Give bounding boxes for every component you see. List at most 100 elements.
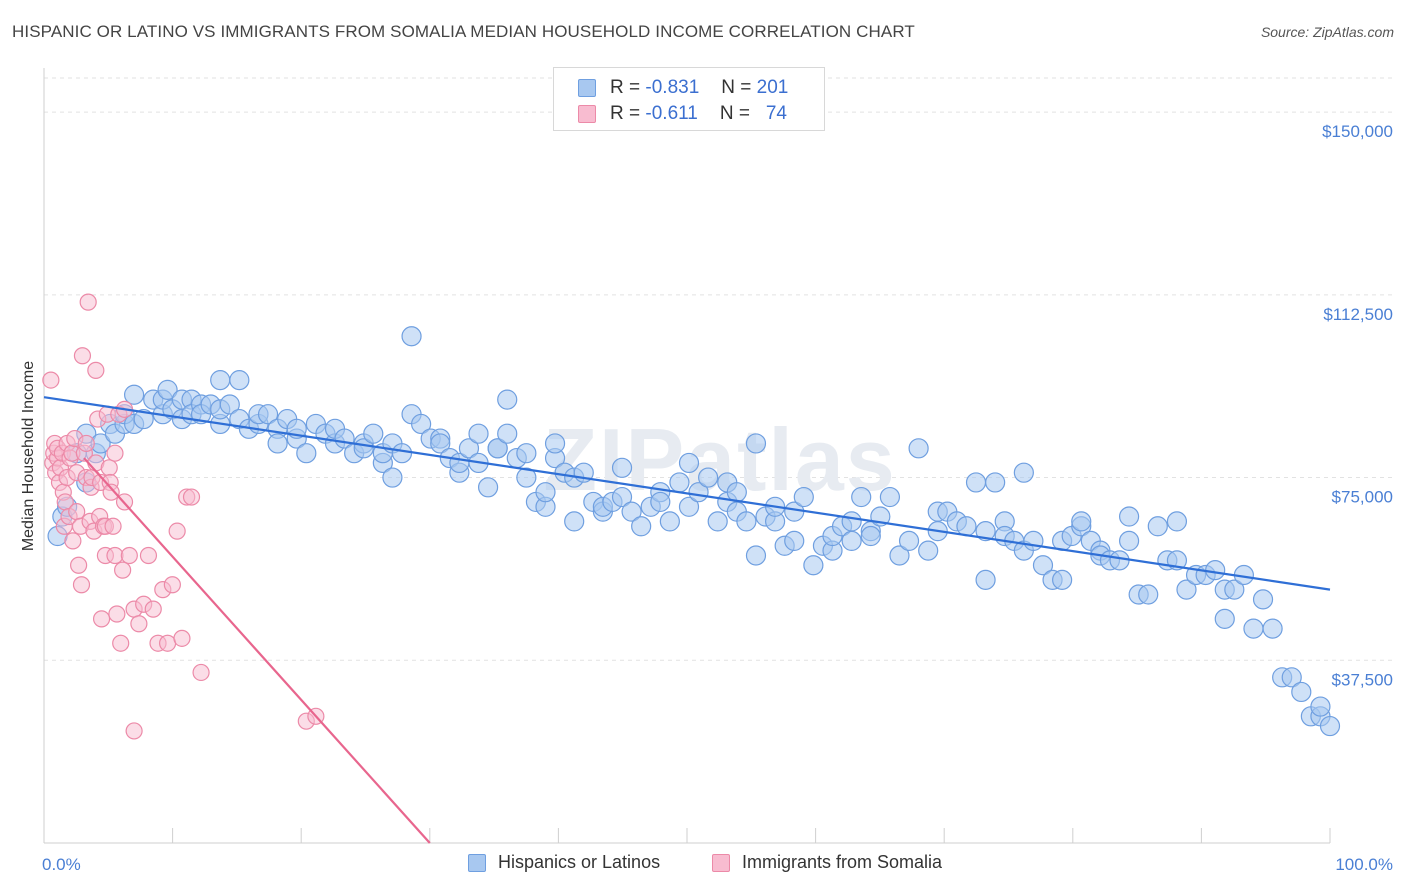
point-hispanic xyxy=(784,530,805,551)
point-hispanic xyxy=(1291,681,1312,703)
legend-r-label: R = xyxy=(610,103,641,124)
point-somalia xyxy=(102,483,120,501)
y-tick-label: $150,000 xyxy=(1322,122,1393,141)
point-hispanic xyxy=(745,433,767,454)
point-hispanic xyxy=(1013,462,1034,483)
point-hispanic xyxy=(860,525,881,547)
bottom-legend-swatch-blue xyxy=(468,853,486,872)
point-hispanic xyxy=(497,423,518,444)
point-hispanic xyxy=(382,467,403,488)
y-tick-label: $75,000 xyxy=(1332,488,1393,507)
point-hispanic xyxy=(1147,516,1168,537)
point-hispanic xyxy=(516,443,537,464)
point-somalia xyxy=(73,347,92,365)
point-hispanic xyxy=(1262,618,1283,639)
legend-n-value: 201 xyxy=(756,77,789,98)
point-hispanic xyxy=(544,433,566,454)
point-hispanic xyxy=(975,569,996,590)
point-somalia xyxy=(70,556,88,574)
point-hispanic xyxy=(1071,511,1092,532)
point-hispanic xyxy=(1032,555,1054,576)
watermark: ZIPatlas xyxy=(543,410,896,509)
point-somalia xyxy=(120,546,138,565)
point-hispanic xyxy=(1023,530,1044,551)
point-hispanic xyxy=(133,408,154,430)
point-hispanic xyxy=(1214,608,1235,629)
point-hispanic xyxy=(267,433,288,454)
point-hispanic xyxy=(1109,550,1130,571)
point-somalia xyxy=(114,561,132,579)
bottom-legend-hispanic: Hispanics or Latinos xyxy=(468,852,660,873)
point-hispanic xyxy=(1118,506,1140,527)
point-somalia xyxy=(182,488,201,506)
legend-n-label: N = xyxy=(719,103,750,124)
point-somalia xyxy=(130,615,148,633)
point-somalia xyxy=(158,634,177,652)
point-hispanic xyxy=(678,452,700,474)
point-somalia xyxy=(106,546,124,565)
point-hispanic xyxy=(631,516,652,537)
trend-lines xyxy=(43,396,1331,844)
point-hispanic xyxy=(1281,667,1302,688)
point-hispanic xyxy=(745,545,767,566)
bottom-legend-label: Hispanics or Latinos xyxy=(498,852,661,872)
point-hispanic xyxy=(564,511,585,532)
point-hispanic xyxy=(898,530,920,551)
point-somalia xyxy=(77,434,95,453)
legend-swatch-blue xyxy=(578,79,596,97)
x-tick-left: 0.0% xyxy=(42,855,81,874)
point-hispanic xyxy=(736,511,757,532)
bottom-legend-swatch-pink xyxy=(712,853,730,872)
legend-n-value: 74 xyxy=(765,103,787,124)
point-hispanic xyxy=(516,467,537,488)
point-hispanic xyxy=(707,511,728,532)
point-hispanic xyxy=(430,433,451,454)
point-hispanic xyxy=(535,482,556,503)
point-hispanic xyxy=(487,438,508,459)
point-somalia xyxy=(42,371,60,389)
point-hispanic xyxy=(1118,530,1140,551)
point-hispanic xyxy=(611,457,633,478)
axes xyxy=(43,68,1331,844)
point-hispanic xyxy=(1138,584,1159,605)
point-hispanic xyxy=(965,472,987,493)
point-hispanic xyxy=(851,486,872,508)
point-hispanic xyxy=(908,438,929,459)
point-hispanic xyxy=(611,486,633,508)
trend-line-somalia xyxy=(83,457,431,844)
point-hispanic xyxy=(879,486,901,508)
point-somalia xyxy=(79,293,97,311)
point-somalia xyxy=(106,444,124,462)
chart-title: HISPANIC OR LATINO VS IMMIGRANTS FROM SO… xyxy=(12,22,915,41)
legend-swatch-pink xyxy=(578,105,596,123)
point-hispanic xyxy=(1243,618,1264,639)
legend-row-somalia: R = -0.611 N = 74 xyxy=(578,102,787,126)
point-hispanic xyxy=(956,516,977,537)
point-hispanic xyxy=(650,491,671,513)
point-hispanic xyxy=(1319,715,1341,737)
y-axis-label: Median Household Income xyxy=(20,361,37,551)
point-hispanic xyxy=(411,413,432,435)
point-somalia xyxy=(125,722,143,740)
source-label: Source: ZipAtlas.com xyxy=(1260,24,1394,40)
point-hispanic xyxy=(296,443,317,464)
legend-r-value: -0.611 xyxy=(645,103,698,124)
trend-line-hispanic xyxy=(43,396,1331,591)
y-tick-labels: $150,000 $112,500 $75,000 $37,500 xyxy=(1322,122,1393,689)
point-somalia xyxy=(64,532,82,550)
point-hispanic xyxy=(841,511,862,532)
point-hispanic xyxy=(698,467,719,488)
point-hispanic xyxy=(1166,511,1188,532)
legend-row-hispanic: R = -0.831 N = 201 xyxy=(578,76,788,100)
point-hispanic xyxy=(621,501,642,522)
point-hispanic xyxy=(1252,589,1274,610)
legend-r-value: -0.831 xyxy=(645,77,700,98)
point-hispanic xyxy=(1310,696,1331,717)
x-tick-right: 100.0% xyxy=(1335,855,1393,874)
point-hispanic xyxy=(918,540,939,561)
point-hispanic xyxy=(229,370,250,391)
point-hispanic xyxy=(257,404,279,425)
point-hispanic xyxy=(1205,560,1226,581)
point-somalia xyxy=(163,576,181,594)
